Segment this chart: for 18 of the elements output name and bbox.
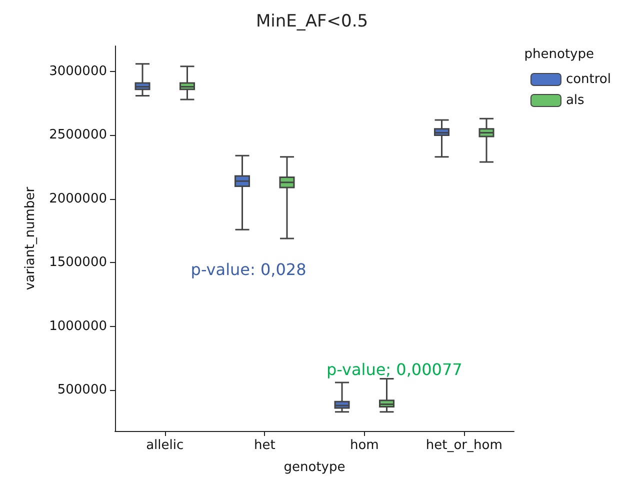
y-tick-label: 500000 [57, 382, 107, 398]
y-tick-label: 1500000 [49, 255, 107, 270]
chart-title: MinE_AF<0.5 [256, 12, 368, 32]
y-axis-title: variant_number [23, 186, 38, 290]
x-tick-label: het_or_hom [426, 438, 502, 453]
legend-title: phenotype [524, 47, 594, 62]
annotation: p-value; 0,00077 [326, 360, 462, 380]
x-tick-label: het [254, 438, 276, 453]
y-tick-label: 1000000 [49, 318, 107, 334]
legend-label: als [566, 93, 585, 108]
x-tick-label: hom [350, 438, 379, 453]
annotation: p-value: 0,028 [190, 260, 306, 280]
x-tick-label: allelic [146, 438, 184, 453]
y-tick-label: 2000000 [49, 191, 107, 206]
legend-label: control [566, 72, 611, 87]
y-tick-label: 3000000 [49, 64, 107, 79]
y-tick-label: 2500000 [49, 128, 107, 143]
x-axis-title: genotype [284, 460, 346, 475]
